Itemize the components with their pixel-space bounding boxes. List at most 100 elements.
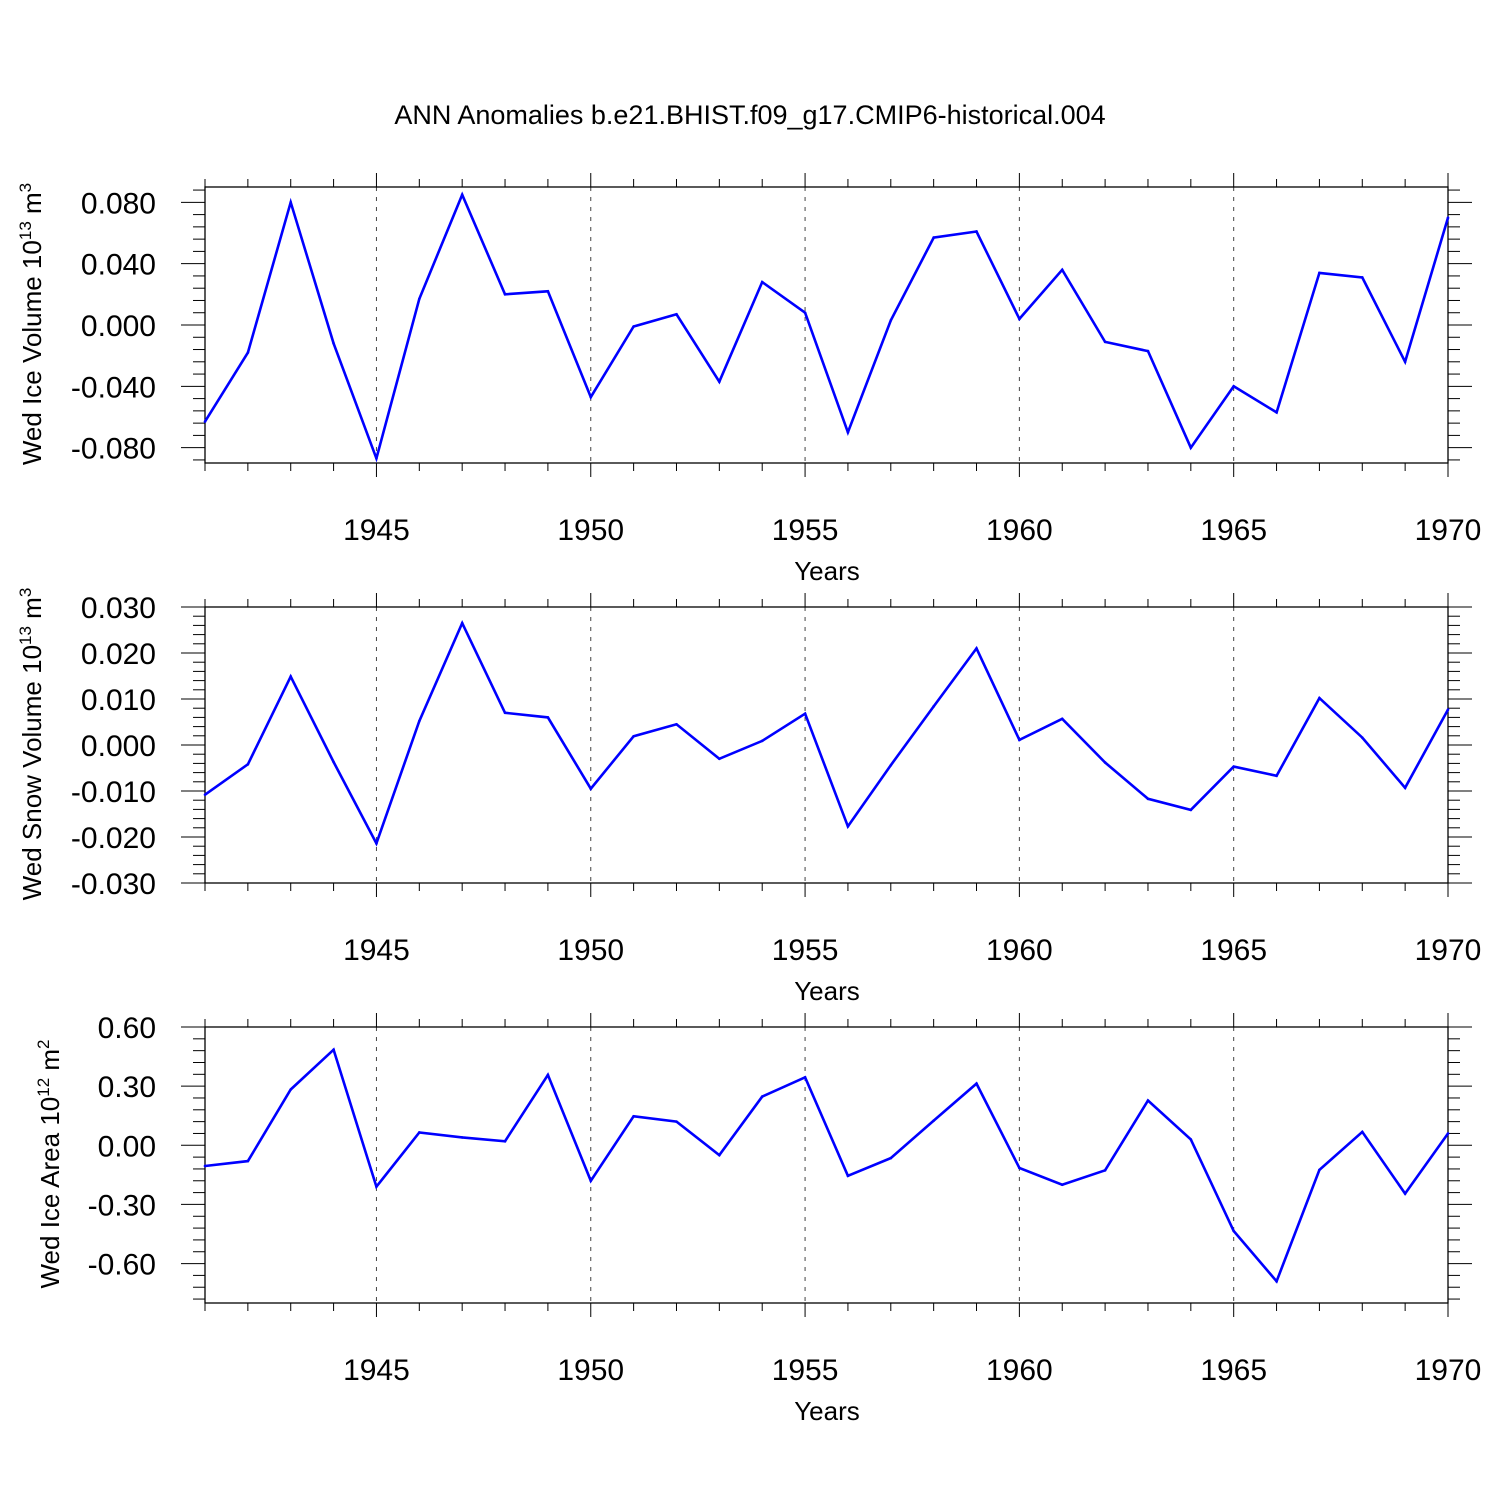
x-tick-label: 1950 bbox=[557, 1354, 624, 1387]
y-tick-label: -0.080 bbox=[71, 433, 156, 466]
data-point bbox=[1318, 1168, 1321, 1172]
data-point bbox=[289, 1088, 293, 1091]
series-line bbox=[204, 619, 1450, 847]
data-point bbox=[1232, 385, 1235, 388]
data-point bbox=[1018, 738, 1021, 742]
x-tick-label: 1950 bbox=[557, 934, 624, 967]
data-point bbox=[418, 297, 421, 301]
data-point bbox=[1060, 717, 1064, 721]
xaxis-label: Years bbox=[794, 1396, 860, 1426]
panel-snow-volume: -0.030 -0.020 -0.010 0.000 0.010 0.020 0.030 1… bbox=[16, 588, 1481, 1006]
data-point bbox=[1060, 268, 1064, 272]
data-point bbox=[675, 723, 678, 726]
data-point bbox=[846, 1174, 850, 1178]
data-point bbox=[1018, 317, 1021, 321]
data-point bbox=[803, 712, 807, 716]
data-point bbox=[932, 236, 935, 239]
data-point bbox=[375, 1185, 378, 1188]
data-point bbox=[1275, 411, 1278, 414]
figure-title: ANN Anomalies b.e21.BHIST.f09_g17.CMIP6-… bbox=[394, 100, 1105, 130]
data-point bbox=[546, 289, 550, 293]
data-point bbox=[889, 319, 893, 322]
data-point bbox=[1446, 1132, 1450, 1135]
data-point bbox=[1103, 340, 1107, 344]
data-point bbox=[418, 719, 421, 723]
x-tick-label: 1960 bbox=[986, 934, 1053, 967]
y-tick-label: -0.60 bbox=[88, 1249, 156, 1282]
data-point bbox=[375, 842, 378, 845]
data-point bbox=[289, 675, 293, 678]
data-point bbox=[1403, 360, 1407, 364]
y-tick-label: 0.030 bbox=[81, 592, 156, 625]
data-point bbox=[675, 312, 678, 316]
data-point bbox=[1232, 1229, 1235, 1233]
data-point bbox=[589, 1179, 593, 1183]
data-point bbox=[1360, 1130, 1364, 1134]
x-tick-label: 1950 bbox=[557, 514, 624, 547]
data-point bbox=[375, 457, 378, 460]
data-point bbox=[546, 1073, 550, 1077]
data-point bbox=[503, 711, 507, 715]
data-point bbox=[246, 351, 250, 354]
data-point bbox=[332, 760, 335, 764]
data-point bbox=[718, 757, 721, 761]
data-point bbox=[1275, 774, 1278, 778]
data-point bbox=[503, 1140, 507, 1143]
data-point bbox=[203, 793, 207, 796]
x-tick-label: 1965 bbox=[1200, 934, 1267, 967]
yaxis-label: Wed Ice Volume 1013 m3 bbox=[16, 183, 47, 465]
data-point bbox=[1446, 708, 1450, 711]
data-point bbox=[1103, 1169, 1107, 1172]
y-tick-label: 0.040 bbox=[81, 249, 156, 282]
data-point bbox=[1146, 1099, 1150, 1102]
data-point bbox=[460, 621, 464, 625]
data-point bbox=[1403, 786, 1407, 790]
yaxis-label: Wed Snow Volume 1013 m3 bbox=[16, 588, 47, 901]
data-point bbox=[889, 763, 893, 767]
y-tick-label: 0.00 bbox=[98, 1130, 156, 1163]
data-point bbox=[718, 1153, 721, 1157]
data-point bbox=[760, 739, 764, 743]
y-tick-label: -0.020 bbox=[71, 822, 156, 855]
data-point bbox=[503, 293, 507, 296]
data-point bbox=[1189, 1138, 1193, 1141]
x-tick-label: 1965 bbox=[1200, 514, 1267, 547]
x-tick-label: 1945 bbox=[343, 514, 410, 547]
xaxis-label: Years bbox=[794, 976, 860, 1006]
data-point bbox=[1018, 1166, 1021, 1170]
data-point bbox=[332, 1048, 335, 1051]
data-point bbox=[246, 763, 250, 766]
data-point bbox=[1360, 736, 1364, 739]
data-point bbox=[460, 193, 464, 196]
data-point bbox=[460, 1136, 464, 1139]
data-point bbox=[1446, 216, 1450, 219]
data-point bbox=[246, 1159, 250, 1163]
data-point bbox=[1189, 446, 1193, 449]
x-tick-label: 1955 bbox=[772, 514, 839, 547]
data-point bbox=[632, 325, 635, 328]
data-point bbox=[1275, 1280, 1278, 1283]
xaxis-label: Years bbox=[794, 556, 860, 586]
y-tick-label: -0.30 bbox=[88, 1189, 156, 1222]
data-point bbox=[546, 716, 550, 719]
y-tick-label: 0.000 bbox=[81, 310, 156, 343]
data-point bbox=[1318, 271, 1321, 275]
y-tick-label: -0.010 bbox=[71, 776, 156, 809]
data-point bbox=[203, 1164, 207, 1168]
series-line bbox=[203, 191, 1450, 463]
data-point bbox=[975, 647, 978, 650]
series-line bbox=[204, 1047, 1450, 1284]
data-point bbox=[1403, 1192, 1407, 1195]
data-point bbox=[846, 431, 850, 434]
data-point bbox=[589, 395, 593, 399]
data-point bbox=[846, 825, 850, 828]
data-point bbox=[675, 1120, 678, 1123]
data-point bbox=[289, 201, 293, 204]
data-point bbox=[1232, 765, 1235, 768]
y-tick-label: 0.30 bbox=[98, 1071, 156, 1104]
data-point bbox=[1146, 349, 1150, 353]
panel-ice-volume: -0.080 -0.040 0.000 0.040 0.080 1945 1950 1955… bbox=[16, 173, 1481, 586]
data-point bbox=[1189, 808, 1193, 812]
x-tick-label: 1965 bbox=[1200, 1354, 1267, 1387]
